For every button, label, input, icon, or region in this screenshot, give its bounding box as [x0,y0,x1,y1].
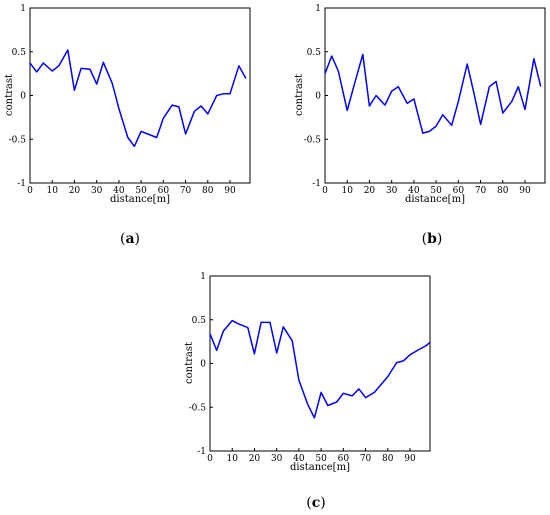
x-tick-label-b-4: 40 [408,186,420,196]
y-tick-label-c-3: -0.5 [189,403,207,413]
y-tick-label-a-1: 0.5 [12,48,27,58]
x-tick-label-b-1: 10 [341,186,353,196]
x-tick-label-a-4: 40 [113,186,125,196]
y-tick-label-b-1: 0.5 [307,48,322,58]
x-tick-label-c-1: 10 [226,454,238,464]
x-tick-label-c-7: 70 [360,454,372,464]
x-tick-label-a-7: 70 [180,186,192,196]
ticks-b [324,7,526,184]
panel-paren-open-a: ( [120,231,125,247]
panel-letter-b: b [427,231,437,247]
x-tick-label-b-3: 30 [386,186,398,196]
x-tick-label-c-6: 60 [338,454,350,464]
x-tick-label-a-3: 30 [91,186,103,196]
tick-labels-c: 0 10 20 30 40 50 60 70 80 90 1 0.5 0 -0.5 -1 [189,272,416,464]
ticks-c [209,275,411,452]
x-tick-label-b-8: 80 [497,186,509,196]
x-tick-label-b-6: 60 [453,186,465,196]
y-tick-label-c-4: -1 [197,447,206,457]
x-tick-label-c-5: 50 [315,454,327,464]
series-line-c [209,319,431,419]
panel-paren-close-a: ) [135,231,140,247]
y-tick-label-b-3: -0.5 [304,135,322,145]
y-tick-label-b-4: -1 [312,179,321,189]
series-line-b [324,53,542,134]
x-tick-label-c-4: 40 [293,454,305,464]
x-tick-label-a-2: 20 [69,186,81,196]
x-tick-label-c-2: 20 [249,454,261,464]
x-axis-label-c: distance[m] [290,462,350,473]
plot-area-b [324,7,546,184]
x-tick-label-c-9: 90 [404,454,416,464]
y-axis-label-a: contrast [4,74,15,116]
x-tick-label-c-3: 30 [271,454,283,464]
x-tick-label-b-9: 90 [519,186,531,196]
x-axis-label-b: distance[m] [405,194,465,205]
y-tick-label-a-3: -0.5 [9,135,27,145]
x-tick-label-a-8: 80 [202,186,214,196]
ticks-a [29,7,231,184]
x-tick-label-a-9: 90 [224,186,236,196]
chart-c: 0 10 20 30 40 50 60 70 80 90 1 0.5 0 -0.5 -1 distance[… [184,272,431,511]
y-tick-label-c-0: 1 [200,272,206,282]
chart-a: 0 10 20 30 40 50 60 70 80 90 1 0.5 0 -0.5 -1 distance[… [4,4,251,247]
panel-paren-open-c: ( [306,495,311,511]
tick-labels-b: 0 10 20 30 40 50 60 70 80 90 1 0.5 0 -0.5 -1 [304,4,531,196]
chart-b: 0 10 20 30 40 50 60 70 80 90 1 0.5 0 -0.5 -1 distance[… [294,4,546,247]
x-tick-label-b-7: 70 [475,186,487,196]
x-tick-label-a-5: 50 [135,186,147,196]
x-tick-label-c-8: 80 [382,454,394,464]
x-tick-label-b-5: 50 [430,186,442,196]
x-tick-label-b-2: 20 [364,186,376,196]
x-tick-label-b-0: 0 [322,186,328,196]
x-tick-label-c-0: 0 [207,454,213,464]
panel-label-b: (b) [422,231,443,247]
y-tick-label-b-2: 0 [315,92,321,102]
y-tick-label-a-2: 0 [20,92,26,102]
panel-label-a: (a) [120,231,140,247]
panel-letter-c: c [312,495,321,511]
y-axis-label-b: contrast [294,74,305,116]
series-line-a [29,49,247,148]
panel-label-c: (c) [306,495,325,511]
x-tick-label-a-1: 10 [46,186,58,196]
x-tick-label-a-6: 60 [158,186,170,196]
panel-letter-a: a [125,231,134,247]
panel-paren-open-b: ( [422,231,427,247]
panel-paren-close-c: ) [320,495,325,511]
y-tick-label-a-0: 1 [20,4,26,14]
x-axis-label-a: distance[m] [110,194,170,205]
y-tick-label-b-0: 1 [315,4,321,14]
y-tick-label-c-2: 0 [200,360,206,370]
x-tick-label-a-0: 0 [27,186,33,196]
y-axis-label-c: contrast [184,342,195,384]
tick-labels-a: 0 10 20 30 40 50 60 70 80 90 1 0.5 0 -0.5 -1 [9,4,236,196]
y-tick-label-a-4: -1 [17,179,26,189]
y-tick-label-c-1: 0.5 [192,316,207,326]
panel-paren-close-b: ) [437,231,442,247]
